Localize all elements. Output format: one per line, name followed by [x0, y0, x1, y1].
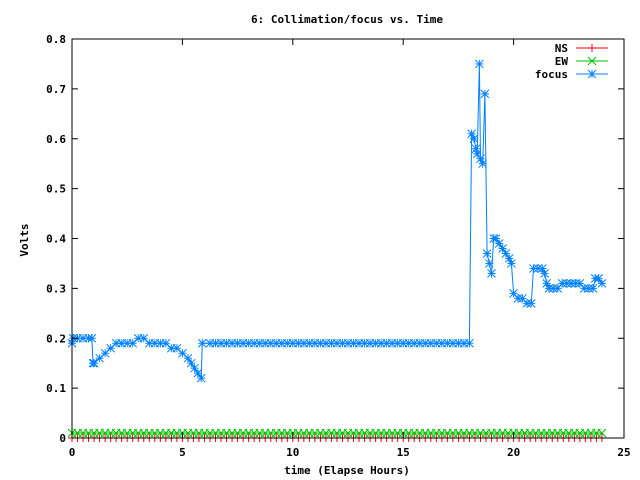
data-point [579, 284, 589, 293]
legend-marker [587, 56, 597, 66]
x-axis-label: time (Elapse Hours) [284, 464, 410, 477]
x-tick-label: 20 [507, 446, 520, 459]
y-tick-label: 0 [59, 432, 66, 445]
legend-marker [588, 44, 596, 52]
y-tick-label: 0.8 [46, 33, 66, 46]
y-axis-label: Volts [18, 223, 31, 256]
data-point [513, 293, 523, 303]
series-layer [67, 59, 607, 442]
data-point [190, 363, 199, 373]
series-line-focus [71, 63, 603, 380]
x-tick-label: 0 [69, 446, 76, 459]
legend-label: EW [555, 55, 569, 68]
data-point [487, 269, 496, 278]
data-point [183, 353, 193, 363]
data-point [557, 279, 567, 288]
data-point [475, 59, 484, 69]
data-point [594, 274, 603, 283]
y-tick-label: 0.3 [46, 282, 66, 295]
data-point [186, 358, 196, 368]
data-point [501, 249, 511, 258]
data-point [507, 259, 516, 268]
y-tick-label: 0.7 [46, 83, 66, 96]
legend-label: NS [555, 42, 568, 55]
data-point [87, 333, 97, 343]
legend-item-ns: NS [555, 42, 608, 55]
data-point [491, 234, 501, 243]
legend-marker [587, 69, 597, 79]
plot-frame [71, 38, 625, 439]
data-point [548, 284, 558, 293]
data-point [465, 338, 474, 348]
legend-item-focus: focus [535, 68, 608, 81]
data-point [471, 144, 481, 154]
legend-label: focus [535, 68, 568, 81]
x-tick-label: 10 [286, 446, 299, 459]
data-point [128, 338, 138, 348]
y-tick-label: 0.6 [46, 133, 66, 146]
data-point [480, 89, 490, 99]
data-point [482, 249, 492, 258]
y-tick-label: 0.5 [46, 183, 66, 196]
data-point [597, 279, 607, 288]
legend-item-ew: EW [555, 55, 608, 68]
data-point [597, 428, 607, 438]
data-point [193, 368, 203, 378]
data-point [518, 293, 527, 303]
axes-layer: 0 0.1 0.2 0.3 0.4 0.5 0.6 0.7 0.8 0 5 10 15 20 25 [46, 33, 631, 459]
y-tick-label: 0.1 [46, 382, 66, 395]
series-focus [67, 59, 607, 383]
data-point [484, 259, 494, 268]
chart-title: 6: Collimation/focus vs. Time [251, 13, 443, 26]
data-point [494, 239, 504, 248]
x-tick-label: 25 [617, 446, 630, 459]
data-point [526, 298, 536, 308]
data-point [196, 373, 206, 383]
y-tick-label: 0.4 [46, 233, 66, 246]
data-point [498, 244, 507, 253]
data-point [522, 298, 532, 308]
data-point [197, 338, 207, 348]
y-tick-label: 0.2 [46, 332, 66, 345]
data-point [472, 149, 482, 159]
data-point [540, 269, 549, 278]
data-point [566, 279, 576, 288]
x-tick-label: 15 [397, 446, 410, 459]
data-point [533, 264, 543, 273]
x-tick-label: 5 [179, 446, 186, 459]
data-point [478, 159, 488, 169]
data-point [469, 134, 479, 144]
data-point [588, 284, 598, 293]
